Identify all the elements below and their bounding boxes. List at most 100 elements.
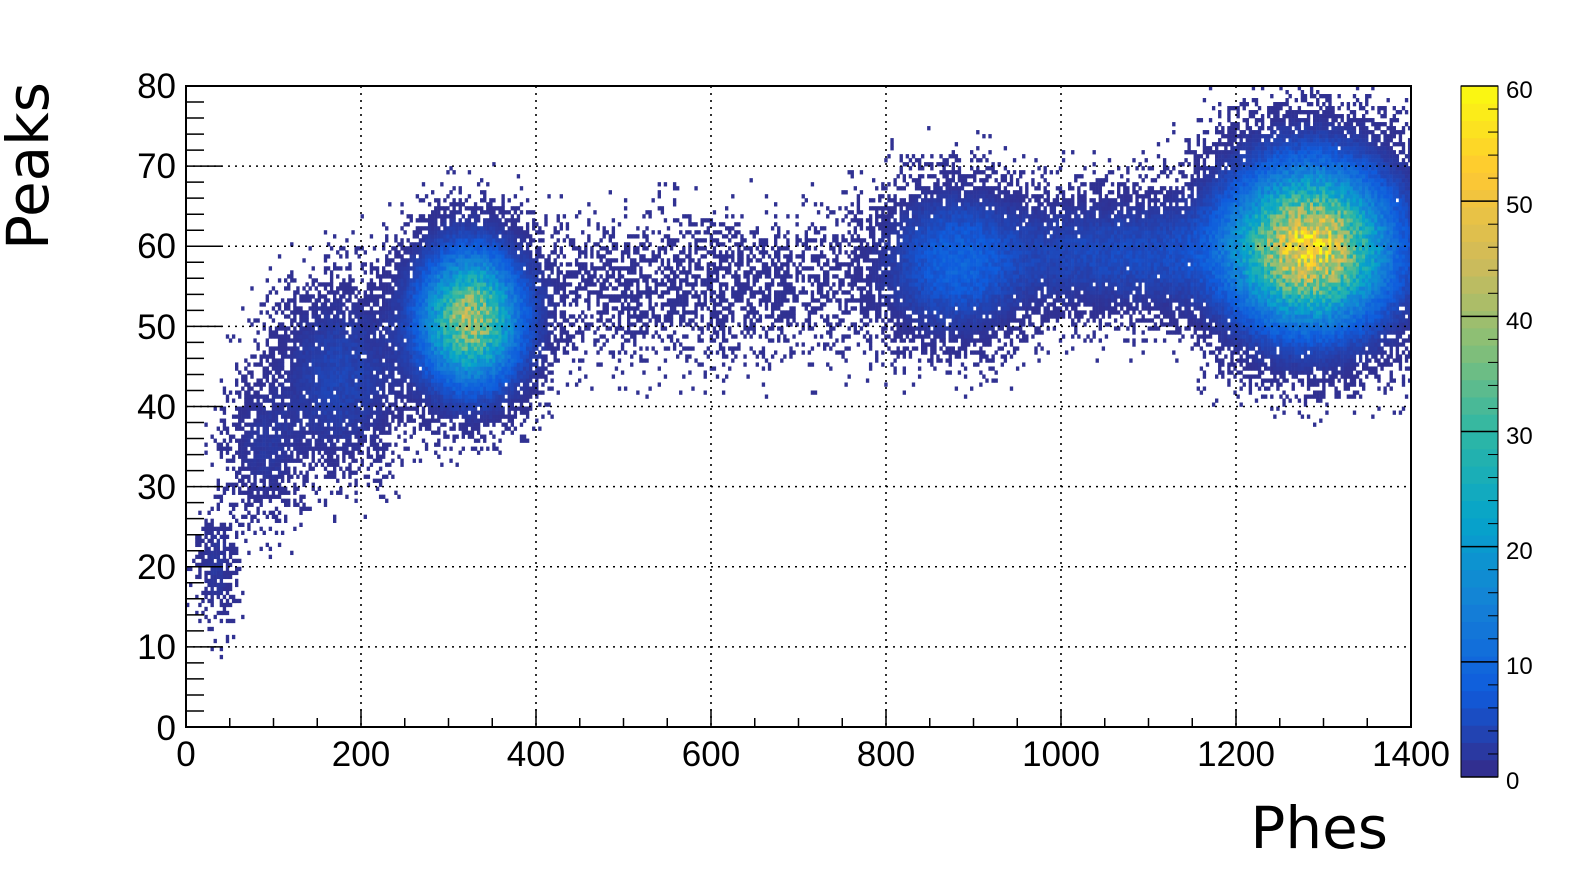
heatmap-cell [296,350,300,355]
heatmap-cell [244,406,248,411]
heatmap-cell [400,278,404,283]
heatmap-cell [418,382,423,387]
heatmap-cell [513,302,518,307]
heatmap-cell [427,322,432,327]
heatmap-cell [222,490,227,495]
heatmap-cell [403,250,407,255]
heatmap-cell [421,370,426,375]
heatmap-cell [418,330,423,335]
heatmap-cell [532,318,536,323]
heatmap-cell [250,374,254,379]
heatmap-cell [406,246,410,251]
heatmap-cell [293,350,297,355]
heatmap-cell [326,334,331,339]
heatmap-cell [461,262,465,267]
heatmap-cell [470,210,475,215]
heatmap-cell [311,358,315,363]
heatmap-cell [510,414,514,419]
heatmap-cell [532,226,536,231]
heatmap-cell [507,386,511,391]
heatmap-cell [421,422,426,427]
heatmap-cell [244,366,248,371]
heatmap-cell [510,234,514,239]
heatmap-cell [244,422,248,427]
heatmap-cell [378,422,383,427]
heatmap-cell [369,442,374,447]
heatmap-cell [443,394,447,399]
heatmap-cell [342,374,346,379]
heatmap-cell [529,346,533,351]
heatmap-cell [516,246,521,251]
heatmap-cell [418,298,423,303]
heatmap-cell [339,402,343,407]
heatmap-cell [483,302,487,307]
heatmap-cell [336,418,340,423]
heatmap-cell [486,294,490,299]
heatmap-cell [296,454,300,459]
heatmap-cell [348,462,352,467]
heatmap-cell [504,258,508,263]
heatmap-cell [427,370,432,375]
heatmap-cell [317,426,322,431]
heatmap-cell [366,386,371,391]
heatmap-cell [354,490,358,495]
heatmap-cell [296,362,300,367]
heatmap-cell [244,506,248,511]
heatmap-cell [339,338,343,343]
heatmap-cell [268,510,273,515]
heatmap-cell [363,362,367,367]
heatmap-cell [409,330,413,335]
heatmap-cell [470,406,475,411]
heatmap-cell [547,274,551,279]
heatmap-cell [504,310,508,315]
heatmap-cell [326,266,331,271]
heatmap-cell [256,518,260,523]
heatmap-cell [323,446,328,451]
heatmap-cell [235,578,239,584]
heatmap-cell [486,290,490,295]
heatmap-cell [290,354,294,359]
heatmap-cell [314,322,318,327]
heatmap-cell [256,390,260,395]
heatmap-cell [507,366,511,371]
heatmap-cell [336,346,340,351]
heatmap-cell [385,446,389,451]
heatmap-cell [513,366,518,371]
heatmap-cell [268,414,273,419]
heatmap-cell [449,458,453,463]
heatmap-cell [308,466,312,471]
heatmap-cell [467,238,472,243]
heatmap-cell [314,278,318,283]
heatmap-cell [290,270,294,275]
heatmap-cell [366,482,371,487]
heatmap-cell [492,318,496,323]
heatmap-cell [348,442,352,447]
heatmap-cell [385,282,389,287]
heatmap-cell [486,386,490,391]
heatmap-cell [415,230,420,235]
heatmap-cell [277,422,282,427]
heatmap-cell [562,314,567,319]
heatmap-cell [519,402,524,407]
heatmap-cell [461,370,465,375]
heatmap-cell [329,386,334,391]
heatmap-cell [216,570,220,576]
heatmap-cell [440,366,444,371]
heatmap-cell [284,514,288,519]
heatmap-cell [277,470,282,475]
heatmap-cell [525,290,530,295]
heatmap-cell [449,266,453,271]
heatmap-cell [302,326,306,331]
heatmap-cell [342,434,346,439]
heatmap-cell [464,230,469,235]
heatmap-cell [513,282,518,287]
heatmap-cell [201,538,205,544]
heatmap-cell [424,194,429,199]
heatmap-cell [412,250,416,255]
heatmap-cell [382,334,386,339]
heatmap-cell [345,290,349,295]
heatmap-cell [547,338,551,343]
heatmap-cell [458,286,462,291]
heatmap-cell [431,310,435,315]
heatmap-cell [522,386,527,391]
